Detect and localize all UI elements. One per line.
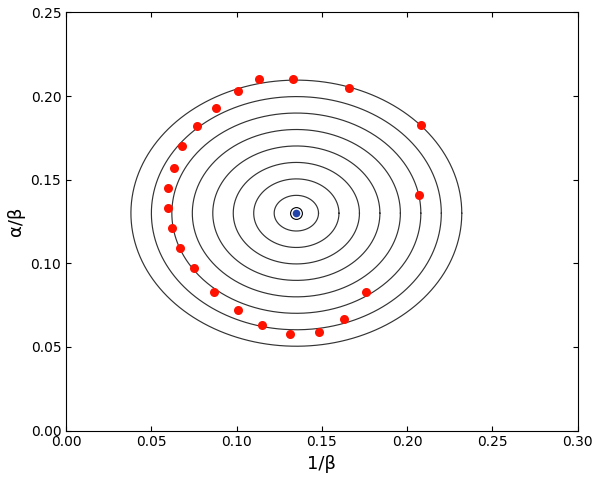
Y-axis label: α/β: α/β — [7, 207, 25, 236]
X-axis label: 1/β: 1/β — [307, 455, 337, 473]
